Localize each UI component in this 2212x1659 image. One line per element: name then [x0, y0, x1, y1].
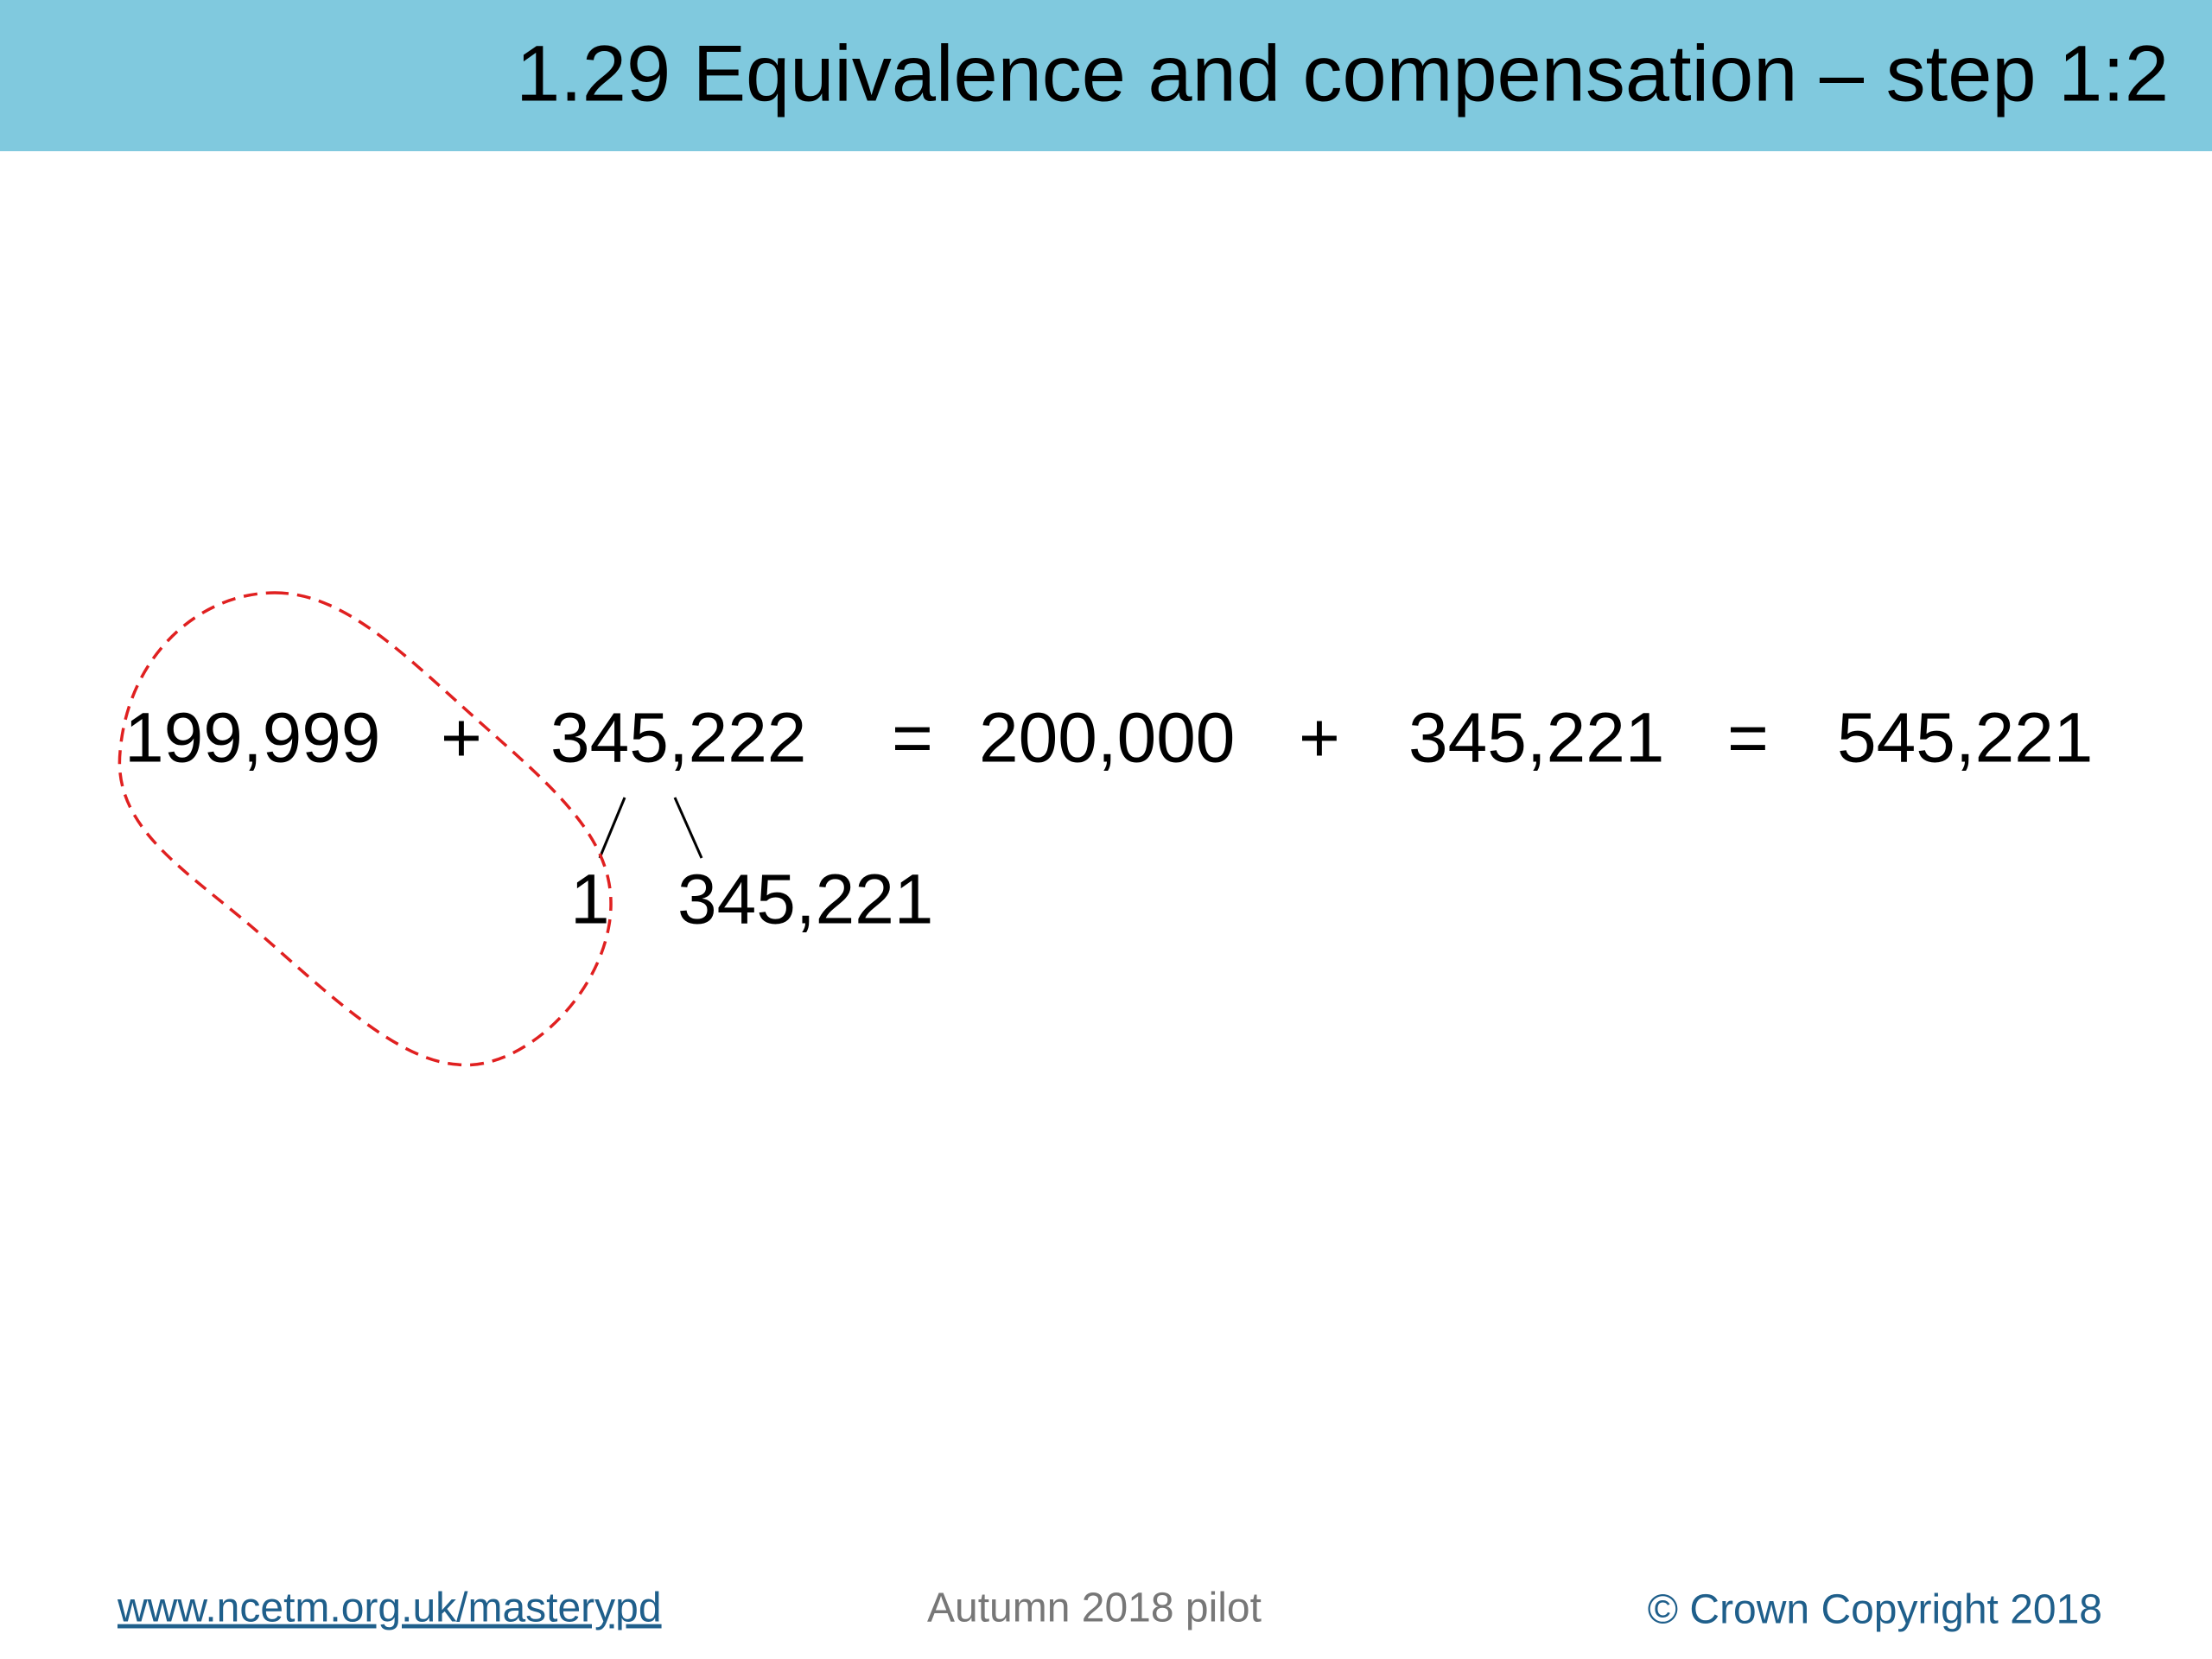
slide-title: 1.29 Equivalence and compensation – step…	[516, 29, 2169, 118]
footer-copyright: © Crown Copyright 2018	[1648, 1587, 2102, 1633]
partition-part: 345,221	[677, 861, 933, 939]
equation-term: 545,221	[1837, 699, 2093, 778]
footer-link[interactable]: www.ncetm.org.uk/masterypd	[117, 1586, 662, 1631]
equation-term: =	[892, 699, 933, 778]
partition-line	[598, 797, 626, 859]
partition-line	[673, 797, 703, 859]
header-bar	[0, 0, 2212, 151]
equation-term: 345,221	[1408, 699, 1664, 778]
equation-term: =	[1727, 699, 1769, 778]
equation-term: +	[1299, 699, 1340, 778]
footer-center: Autumn 2018 pilot	[927, 1586, 1262, 1631]
highlight-loop	[118, 591, 613, 1067]
equation-term: 199,999	[124, 699, 380, 778]
equation-term: 345,222	[550, 699, 806, 778]
equation-term: 200,000	[979, 699, 1235, 778]
equation-term: +	[441, 699, 482, 778]
partition-part: 1	[570, 861, 610, 939]
equation: 199,999 +345,222 = 200,000 +345,221 = 545,221	[124, 699, 2093, 778]
